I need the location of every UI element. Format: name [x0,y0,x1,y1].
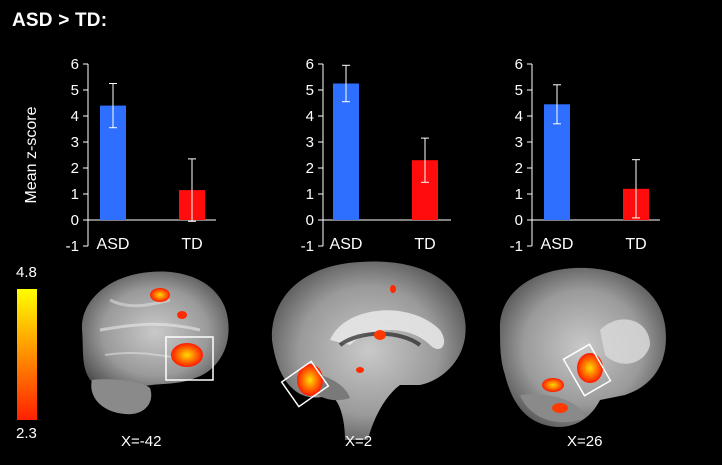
roi-box [280,360,330,408]
activation-blob [297,364,323,396]
x-tick-label: TD [181,236,202,253]
y-tick-label: 6 [515,56,523,73]
slice-label-1: X=-42 [121,433,162,450]
y-tick-label: 5 [306,82,314,99]
y-tick-label: 6 [306,56,314,73]
activation-blob [390,285,396,293]
activation-blob [552,403,568,413]
activation-blob [542,378,564,392]
y-tick-label: 1 [515,186,523,203]
y-tick-label: 0 [71,212,79,229]
slice-label-2: X=2 [345,433,373,450]
y-tick-label: 3 [306,134,314,151]
activation-blob [177,311,187,319]
y-tick-label: 4 [306,108,314,125]
y-tick-label: 6 [71,56,79,73]
activation-blob [577,353,603,383]
colorbar-min-label: 2.3 [16,425,37,442]
y-tick-label: 1 [306,186,314,203]
y-tick-label: 1 [71,186,79,203]
y-tick-label: -1 [66,238,79,255]
bar-charts: -1 0 1 2 3 4 5 6 ASD TD Mean z-score -1 0 1 2 3 4 5 6 ASD TD… [23,56,660,255]
y-axis-label: Mean z-score [23,106,40,203]
colorbar [17,289,37,420]
y-tick-label: 3 [515,134,523,151]
brain-slice-left [81,271,229,415]
y-tick-label: 2 [515,160,523,177]
y-tick-label: 2 [71,160,79,177]
y-tick-label: -1 [301,238,314,255]
colorbar-max-label: 4.8 [16,264,37,281]
activation-blob [171,343,203,367]
x-tick-label: ASD [541,236,574,253]
brain-slice-middle [271,261,466,440]
activation-blob [356,367,364,373]
brain-slice-right [499,267,666,428]
x-tick-label: TD [625,236,646,253]
y-tick-label: 3 [71,134,79,151]
x-tick-label: ASD [97,236,130,253]
activation-blob [374,330,386,340]
activation-blob [150,288,170,302]
y-tick-label: 4 [71,108,79,125]
y-tick-label: -1 [510,238,523,255]
y-tick-label: 5 [71,82,79,99]
x-tick-label: TD [414,236,435,253]
y-tick-label: 2 [306,160,314,177]
y-tick-label: 5 [515,82,523,99]
y-tick-label: 0 [515,212,523,229]
bar-asd [333,83,359,220]
y-tick-label: 0 [306,212,314,229]
roi-box [165,336,214,381]
roi-box [562,343,612,397]
y-tick-label: 4 [515,108,523,125]
figure-title: ASD > TD: [12,10,108,31]
x-tick-label: ASD [330,236,363,253]
slice-label-3: X=26 [567,433,603,450]
